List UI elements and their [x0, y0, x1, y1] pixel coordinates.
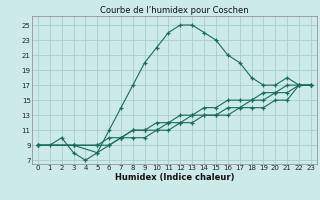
Title: Courbe de l’humidex pour Coschen: Courbe de l’humidex pour Coschen — [100, 6, 249, 15]
X-axis label: Humidex (Indice chaleur): Humidex (Indice chaleur) — [115, 173, 234, 182]
